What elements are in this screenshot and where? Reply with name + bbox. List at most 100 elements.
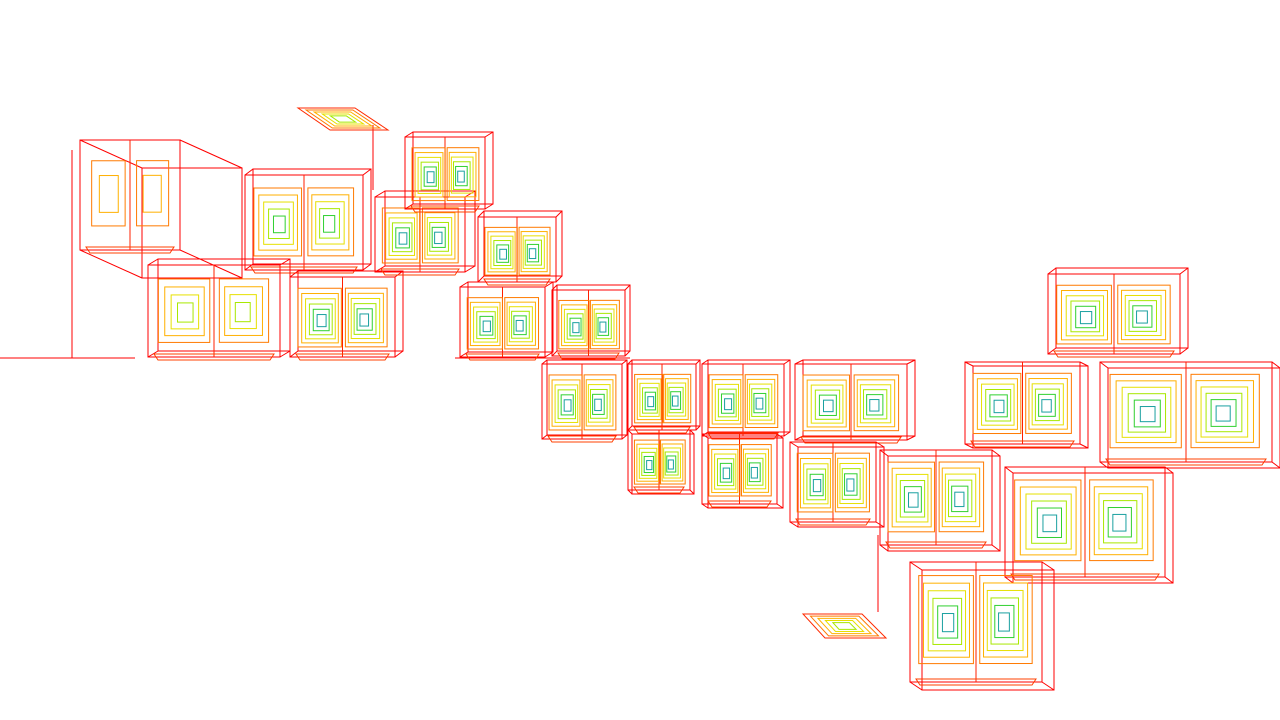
inner-frame xyxy=(591,304,618,346)
inner-frame xyxy=(356,308,373,331)
inner-frame xyxy=(448,151,477,198)
inner-frame xyxy=(822,399,834,413)
slab xyxy=(885,541,987,549)
inner-frame xyxy=(994,604,1015,639)
inner-frame xyxy=(749,383,773,421)
back-face xyxy=(631,433,695,495)
cube-edge xyxy=(991,449,1001,457)
inner-frame xyxy=(414,152,444,198)
inner-frame xyxy=(932,597,963,645)
inner-frame xyxy=(853,374,900,432)
inner-frame xyxy=(667,459,674,470)
inner-frame xyxy=(429,221,449,252)
cube-edge xyxy=(544,281,554,288)
inner-frame xyxy=(473,306,499,343)
back-face xyxy=(921,569,1055,691)
cube-edge xyxy=(551,350,558,357)
inner-frame xyxy=(809,473,824,497)
cube-edge xyxy=(991,544,1001,552)
inner-frame xyxy=(751,388,770,417)
inner-frame xyxy=(719,462,733,483)
inner-frame xyxy=(895,473,929,523)
cube-edge xyxy=(627,359,633,365)
plate xyxy=(304,109,382,129)
inner-frame xyxy=(750,466,758,479)
inner-frame xyxy=(644,391,656,411)
cube-edge xyxy=(906,435,916,441)
cube-edge xyxy=(459,351,469,358)
inner-frame xyxy=(1117,284,1171,345)
inner-frame xyxy=(856,379,896,428)
inner-frame xyxy=(391,222,413,253)
inner-frame xyxy=(1014,479,1082,562)
inner-frame xyxy=(1121,386,1172,438)
inner-frame xyxy=(1107,507,1132,538)
inner-frame xyxy=(944,473,977,523)
cube-edge xyxy=(1179,347,1189,355)
slab xyxy=(633,426,691,434)
inner-frame xyxy=(740,444,772,497)
inner-frame xyxy=(551,379,581,427)
inner-frame xyxy=(548,374,583,431)
inner-frame xyxy=(305,298,336,340)
inner-frame xyxy=(597,317,610,336)
inner-frame xyxy=(490,235,514,270)
inner-frame xyxy=(1139,406,1156,423)
inner-frame xyxy=(753,392,767,414)
back-face xyxy=(412,131,494,205)
inner-frame xyxy=(268,208,290,240)
inner-frame xyxy=(941,467,981,528)
inner-frame xyxy=(922,582,970,658)
cube-edge xyxy=(484,131,494,138)
inner-frame xyxy=(1200,386,1249,438)
inner-frame xyxy=(526,243,540,263)
inner-frame xyxy=(1056,284,1112,345)
inner-frame xyxy=(1025,493,1072,550)
cube-edge xyxy=(147,258,159,266)
inner-frame xyxy=(981,383,1015,426)
cube-edge xyxy=(374,265,386,273)
back-face xyxy=(631,359,701,427)
back-face xyxy=(556,284,631,352)
inner-frame xyxy=(1112,513,1127,532)
inner-frame xyxy=(482,320,491,333)
inner-frame xyxy=(664,451,679,476)
inner-frame xyxy=(1109,373,1182,449)
inner-frame xyxy=(164,286,205,337)
cube-edge xyxy=(776,433,784,439)
inner-frame xyxy=(796,452,834,513)
cube-edge xyxy=(789,441,799,448)
cube-edge xyxy=(484,203,494,210)
inner-frame xyxy=(1038,393,1056,417)
cube-edge xyxy=(289,270,299,278)
inner-frame xyxy=(398,232,408,245)
inner-frame xyxy=(234,302,251,323)
inner-frame xyxy=(948,479,973,518)
inner-frame xyxy=(671,395,679,407)
inner-frame xyxy=(1127,393,1167,433)
inner-frame xyxy=(806,468,827,501)
inner-frame xyxy=(844,473,858,496)
inner-frame xyxy=(998,612,1010,632)
back-face xyxy=(1055,267,1189,349)
cube-edge xyxy=(404,203,414,210)
cube-edge xyxy=(701,359,709,365)
cube-edge xyxy=(906,359,916,365)
inner-frame xyxy=(1136,310,1148,324)
back-face xyxy=(546,359,628,436)
inner-frame xyxy=(670,391,682,410)
inner-frame xyxy=(312,308,330,332)
slab xyxy=(707,432,779,440)
inner-frame xyxy=(1036,507,1062,538)
inner-frame xyxy=(1205,392,1243,433)
cube-edge xyxy=(1004,466,1014,474)
inner-frame xyxy=(643,455,655,474)
cube-edge xyxy=(362,168,372,176)
plate xyxy=(296,107,390,131)
inner-frame xyxy=(452,161,471,190)
inner-frame xyxy=(585,379,614,427)
inner-frame xyxy=(1115,380,1177,444)
inner-frame xyxy=(359,313,370,327)
inner-frame xyxy=(641,451,656,476)
inner-frame xyxy=(1195,380,1254,443)
